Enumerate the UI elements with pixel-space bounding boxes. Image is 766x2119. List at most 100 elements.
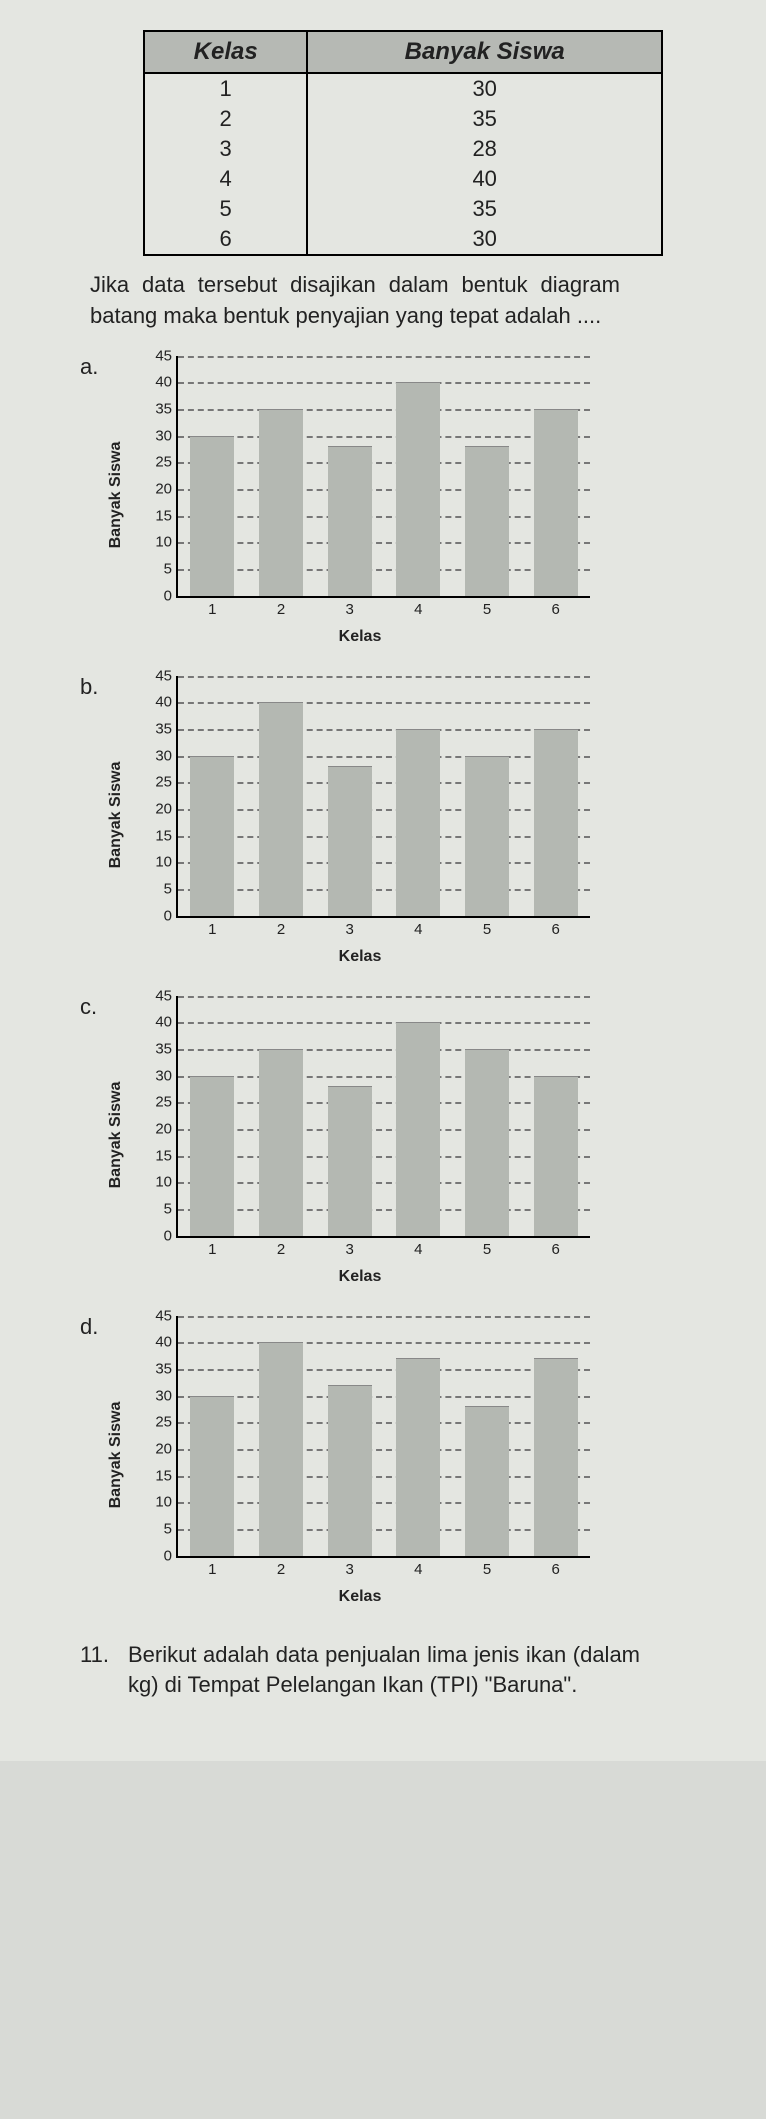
- grid-line: [178, 1022, 590, 1024]
- table-header-kelas: Kelas: [144, 31, 307, 73]
- y-tick-label: 40: [144, 694, 172, 711]
- y-tick-label: 10: [144, 534, 172, 551]
- x-tick-label: 1: [208, 1241, 216, 1258]
- bar: [259, 1342, 303, 1555]
- grid-line: [178, 569, 590, 571]
- bar: [396, 382, 440, 595]
- y-tick-label: 15: [144, 1147, 172, 1164]
- x-tick-label: 3: [345, 601, 353, 618]
- y-tick-label: 20: [144, 800, 172, 817]
- table-cell-kelas: 3: [144, 134, 307, 164]
- y-tick-label: 5: [144, 1200, 172, 1217]
- y-tick-label: 25: [144, 1414, 172, 1431]
- q11-number: 11.: [80, 1640, 128, 1702]
- x-tick-label: 6: [551, 601, 559, 618]
- bar: [259, 702, 303, 915]
- table-cell-value: 35: [307, 104, 662, 134]
- data-table: Kelas Banyak Siswa 130235328440535630: [143, 30, 663, 256]
- option-d: d.Banyak SiswaKelas051015202530354045123…: [80, 1310, 726, 1600]
- x-tick-label: 4: [414, 1561, 422, 1578]
- x-tick-label: 3: [345, 1561, 353, 1578]
- y-tick-label: 25: [144, 1094, 172, 1111]
- y-tick-label: 35: [144, 1040, 172, 1057]
- grid-line: [178, 782, 590, 784]
- x-tick-label: 5: [483, 921, 491, 938]
- bar: [328, 766, 372, 915]
- x-axis-label: Kelas: [339, 948, 382, 966]
- y-tick-label: 25: [144, 454, 172, 471]
- bar: [190, 1396, 234, 1556]
- y-tick-label: 10: [144, 1494, 172, 1511]
- x-tick-label: 5: [483, 1561, 491, 1578]
- bar: [465, 446, 509, 595]
- y-tick-label: 25: [144, 774, 172, 791]
- table-cell-kelas: 5: [144, 194, 307, 224]
- table-cell-kelas: 2: [144, 104, 307, 134]
- x-tick-label: 1: [208, 1561, 216, 1578]
- grid-line: [178, 756, 590, 758]
- table-cell-value: 30: [307, 73, 662, 104]
- x-tick-label: 2: [277, 601, 285, 618]
- y-axis-label: Banyak Siswa: [107, 1081, 125, 1188]
- grid-line: [178, 1316, 590, 1318]
- y-tick-label: 5: [144, 880, 172, 897]
- option-label: c.: [80, 990, 120, 1020]
- grid-line: [178, 702, 590, 704]
- bar: [190, 756, 234, 916]
- x-tick-label: 4: [414, 1241, 422, 1258]
- grid-line: [178, 1369, 590, 1371]
- grid-line: [178, 1342, 590, 1344]
- y-tick-label: 30: [144, 747, 172, 764]
- bar-chart: Banyak SiswaKelas05101520253035404512345…: [120, 350, 600, 640]
- bar: [534, 409, 578, 596]
- y-tick-label: 30: [144, 1387, 172, 1404]
- grid-line: [178, 409, 590, 411]
- y-tick-label: 45: [144, 347, 172, 364]
- y-axis-label: Banyak Siswa: [107, 441, 125, 548]
- table-cell-kelas: 1: [144, 73, 307, 104]
- y-tick-label: 30: [144, 1067, 172, 1084]
- y-tick-label: 15: [144, 1467, 172, 1484]
- y-tick-label: 45: [144, 667, 172, 684]
- x-tick-label: 2: [277, 1561, 285, 1578]
- table-cell-kelas: 4: [144, 164, 307, 194]
- bar: [396, 1022, 440, 1235]
- grid-line: [178, 382, 590, 384]
- option-b: b.Banyak SiswaKelas051015202530354045123…: [80, 670, 726, 960]
- x-tick-label: 4: [414, 601, 422, 618]
- x-tick-label: 2: [277, 921, 285, 938]
- bar: [534, 1076, 578, 1236]
- bar: [396, 729, 440, 916]
- option-label: d.: [80, 1310, 120, 1340]
- y-tick-label: 20: [144, 1440, 172, 1457]
- x-tick-label: 3: [345, 921, 353, 938]
- y-tick-label: 35: [144, 1360, 172, 1377]
- grid-line: [178, 516, 590, 518]
- plot-area: 051015202530354045123456: [176, 996, 590, 1238]
- x-tick-label: 4: [414, 921, 422, 938]
- grid-line: [178, 1049, 590, 1051]
- grid-line: [178, 836, 590, 838]
- grid-line: [178, 1422, 590, 1424]
- y-tick-label: 15: [144, 827, 172, 844]
- plot-area: 051015202530354045123456: [176, 1316, 590, 1558]
- y-tick-label: 0: [144, 587, 172, 604]
- y-tick-label: 45: [144, 1307, 172, 1324]
- grid-line: [178, 462, 590, 464]
- x-axis-label: Kelas: [339, 1588, 382, 1606]
- bar: [465, 1406, 509, 1555]
- bar: [396, 1358, 440, 1555]
- question-text: Jika data tersebut disajikan dalam bentu…: [90, 270, 620, 332]
- x-tick-label: 6: [551, 1241, 559, 1258]
- table-cell-value: 35: [307, 194, 662, 224]
- bar: [465, 756, 509, 916]
- y-tick-label: 30: [144, 427, 172, 444]
- y-tick-label: 5: [144, 560, 172, 577]
- grid-line: [178, 1449, 590, 1451]
- bar: [465, 1049, 509, 1236]
- y-tick-label: 20: [144, 1120, 172, 1137]
- y-axis-label: Banyak Siswa: [107, 1401, 125, 1508]
- y-tick-label: 40: [144, 374, 172, 391]
- y-tick-label: 10: [144, 854, 172, 871]
- y-tick-label: 15: [144, 507, 172, 524]
